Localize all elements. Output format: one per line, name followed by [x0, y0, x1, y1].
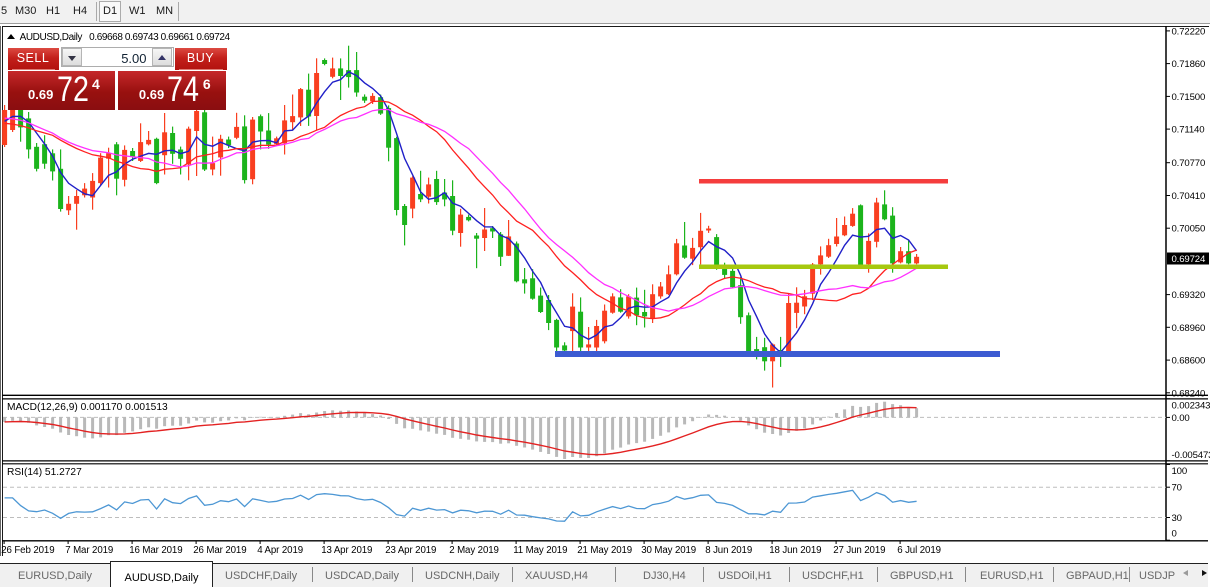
svg-text:2 May 2019: 2 May 2019: [449, 545, 499, 556]
svg-text:18 Jun 2019: 18 Jun 2019: [769, 545, 821, 556]
svg-text:16 Mar 2019: 16 Mar 2019: [129, 545, 182, 556]
svg-text:27 Jun 2019: 27 Jun 2019: [833, 545, 885, 556]
svg-text:MACD(12,26,9) 0.001170 0.00151: MACD(12,26,9) 0.001170 0.001513: [7, 402, 168, 413]
svg-text:0.68960: 0.68960: [1172, 323, 1206, 334]
svg-text:0.70770: 0.70770: [1172, 158, 1206, 169]
svg-text:70: 70: [1172, 483, 1182, 494]
svg-text:-0.005473: -0.005473: [1172, 450, 1210, 461]
svg-text:0.71860: 0.71860: [1172, 59, 1206, 70]
svg-text:0.68240: 0.68240: [1172, 388, 1206, 399]
svg-text:7 Mar 2019: 7 Mar 2019: [65, 545, 113, 556]
svg-text:30 May 2019: 30 May 2019: [641, 545, 696, 556]
svg-text:26 Mar 2019: 26 Mar 2019: [193, 545, 246, 556]
svg-text:0: 0: [1172, 529, 1177, 540]
svg-text:30: 30: [1172, 513, 1182, 524]
svg-text:0.72220: 0.72220: [1172, 26, 1206, 37]
svg-text:0.69724: 0.69724: [1172, 254, 1206, 265]
svg-text:8 Jun 2019: 8 Jun 2019: [705, 545, 752, 556]
svg-text:0.70410: 0.70410: [1172, 191, 1206, 202]
svg-text:0.00: 0.00: [1172, 413, 1190, 424]
svg-text:6 Jul 2019: 6 Jul 2019: [897, 545, 941, 556]
svg-text:0.69320: 0.69320: [1172, 290, 1206, 301]
svg-text:100: 100: [1172, 466, 1188, 477]
svg-text:11 May 2019: 11 May 2019: [513, 545, 567, 556]
svg-text:23 Apr 2019: 23 Apr 2019: [385, 545, 436, 556]
svg-text:21 May 2019: 21 May 2019: [577, 545, 632, 556]
svg-text:0.68600: 0.68600: [1172, 356, 1206, 367]
svg-text:RSI(14) 51.2727: RSI(14) 51.2727: [7, 467, 82, 478]
svg-text:26 Feb 2019: 26 Feb 2019: [1, 545, 54, 556]
svg-text:0.002343: 0.002343: [1172, 400, 1210, 411]
svg-text:0.70050: 0.70050: [1172, 224, 1206, 235]
svg-text:0.71500: 0.71500: [1172, 92, 1206, 103]
svg-text:4 Apr 2019: 4 Apr 2019: [257, 545, 303, 556]
svg-text:13 Apr 2019: 13 Apr 2019: [321, 545, 372, 556]
svg-text:0.71140: 0.71140: [1172, 125, 1205, 136]
